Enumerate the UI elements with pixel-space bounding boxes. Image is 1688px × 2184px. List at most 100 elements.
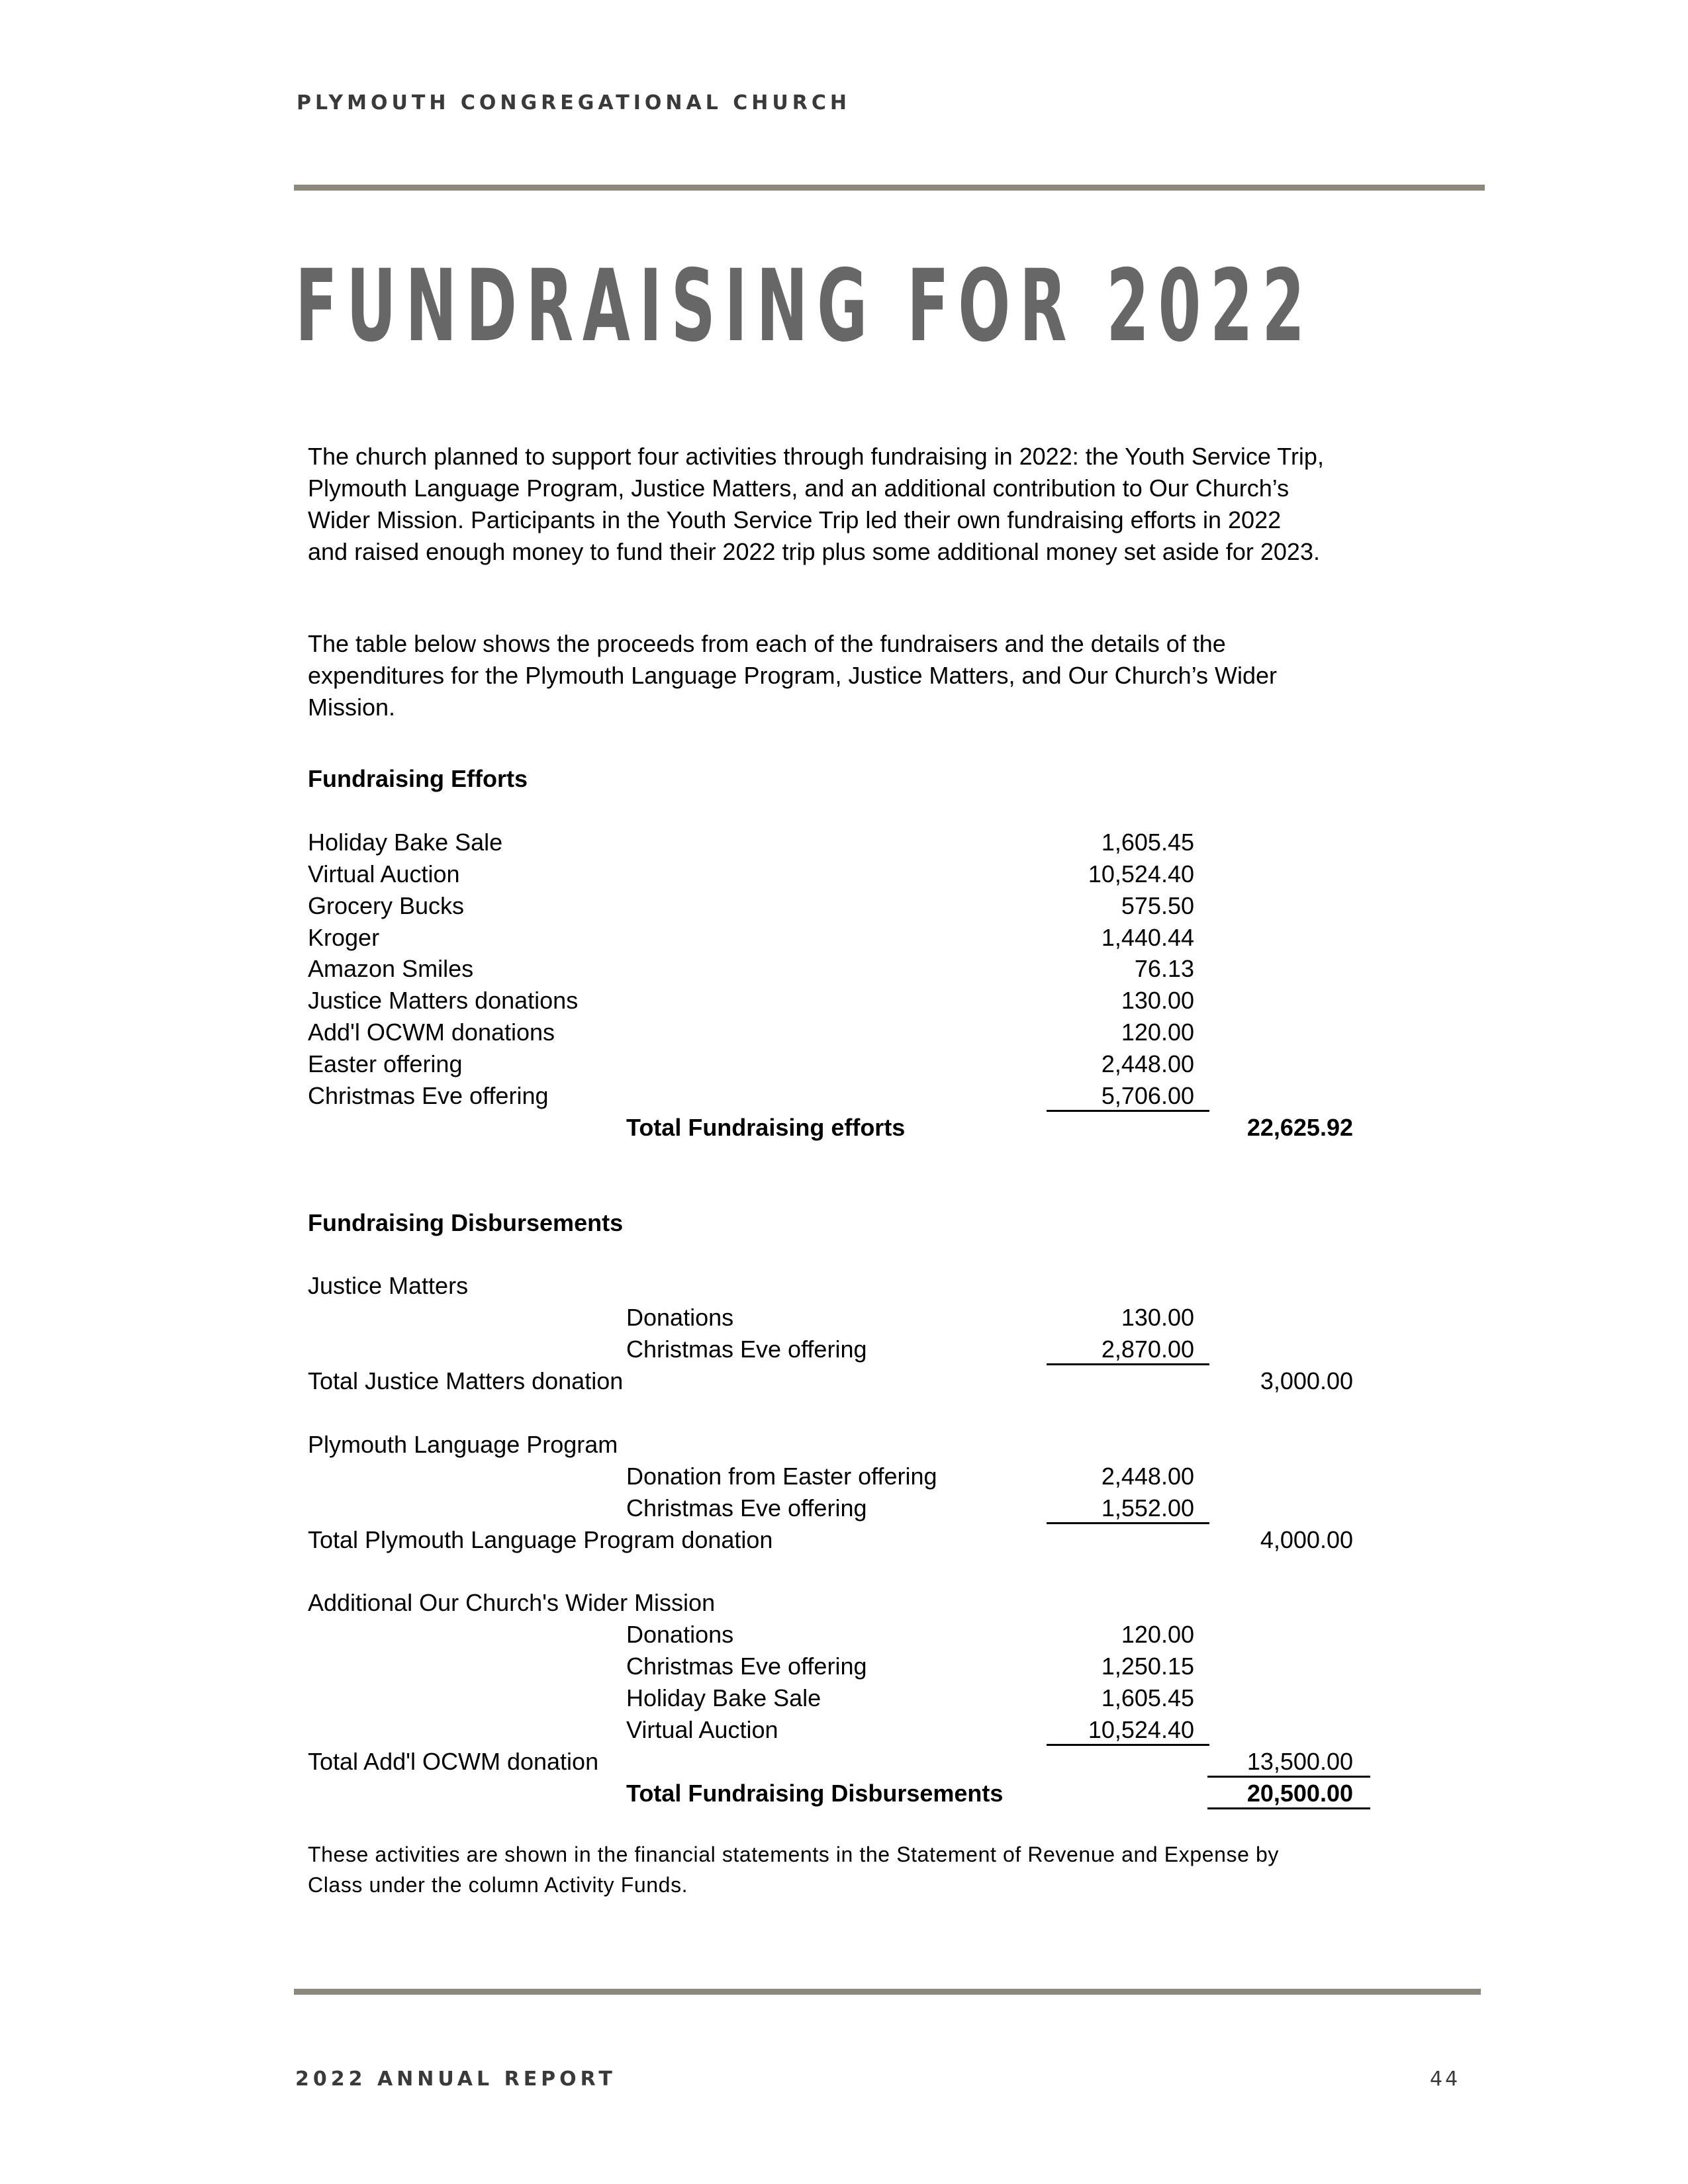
subtotal-rule (1047, 1110, 1209, 1112)
row-amount: 5,706.00 (1101, 1082, 1194, 1109)
table-row: Easter offering 2,448.00 (0, 1048, 1688, 1080)
row-label: Amazon Smiles (308, 955, 474, 983)
table-row: Total Plymouth Language Program donation… (0, 1524, 1688, 1556)
intro-paragraph: The church planned to support four activ… (308, 441, 1324, 568)
row-amount: 10,524.40 (1088, 860, 1194, 887)
table-row: Holiday Bake Sale 1,605.45 (0, 827, 1688, 858)
table-row: Total Add'l OCWM donation 13,500.00 (0, 1746, 1688, 1778)
table-row: Total Justice Matters donation 3,000.00 (0, 1365, 1688, 1397)
row-label: Donation from Easter offering (626, 1462, 937, 1490)
row-label: Plymouth Language Program (308, 1430, 618, 1458)
subtotal-rule (1047, 1522, 1209, 1524)
table-row: Christmas Eve offering 1,250.15 (0, 1651, 1688, 1682)
row-label: Holiday Bake Sale (626, 1684, 821, 1712)
row-amount: 1,440.44 (1101, 923, 1194, 951)
row-amount: 1,605.45 (1101, 1684, 1194, 1712)
organization-header: PLYMOUTH CONGREGATIONAL CHURCH (297, 91, 851, 114)
row-total: 13,500.00 (1246, 1747, 1353, 1775)
subtotal-rule (1047, 1363, 1209, 1366)
row-label: Total Fundraising Disbursements (626, 1779, 1004, 1807)
row-label: Christmas Eve offering (626, 1653, 867, 1680)
intro-line: The church planned to support four activ… (308, 443, 1324, 470)
table-row: Fundraising Efforts (0, 763, 1688, 795)
intro-line: Plymouth Language Program, Justice Matte… (308, 475, 1289, 502)
table-blank-row (0, 795, 1688, 827)
row-label: Justice Matters (308, 1272, 469, 1300)
row-label: Add'l OCWM donations (308, 1019, 555, 1046)
table-row: Christmas Eve offering 2,870.00 (0, 1334, 1688, 1366)
table-row: Justice Matters donations 130.00 (0, 985, 1688, 1017)
table-intro-paragraph: The table below shows the proceeds from … (308, 628, 1277, 723)
table-blank-row (0, 1397, 1688, 1429)
row-amount: 76.13 (1134, 955, 1194, 983)
row-label: Christmas Eve offering (626, 1494, 867, 1522)
row-label: Total Plymouth Language Program donation (308, 1525, 773, 1553)
subtotal-rule (1047, 1744, 1209, 1746)
row-label: Virtual Auction (626, 1716, 778, 1743)
table-row: Add'l OCWM donations 120.00 (0, 1017, 1688, 1048)
row-label: Total Justice Matters donation (308, 1367, 624, 1395)
table-intro-line: The table below shows the proceeds from … (308, 630, 1226, 657)
row-label: Fundraising Disbursements (308, 1208, 624, 1236)
table-row: Plymouth Language Program (0, 1429, 1688, 1461)
row-amount: 1,605.45 (1101, 828, 1194, 856)
row-amount: 1,250.15 (1101, 1653, 1194, 1680)
table-row: Additional Our Church's Wider Mission (0, 1587, 1688, 1619)
row-amount: 120.00 (1121, 1621, 1194, 1649)
row-amount: 1,552.00 (1101, 1494, 1194, 1522)
note-line: Class under the column Activity Funds. (308, 1873, 688, 1897)
table-row: Fundraising Disbursements (0, 1207, 1688, 1239)
row-total: 4,000.00 (1260, 1525, 1353, 1553)
row-total: 22,625.92 (1246, 1113, 1353, 1141)
row-label: Donations (626, 1304, 734, 1332)
row-amount: 2,870.00 (1101, 1336, 1194, 1363)
row-amount: 575.50 (1121, 891, 1194, 919)
table-row: Kroger 1,440.44 (0, 922, 1688, 954)
table-row: Holiday Bake Sale 1,605.45 (0, 1682, 1688, 1714)
row-label: Easter offering (308, 1050, 463, 1078)
row-amount: 2,448.00 (1101, 1050, 1194, 1078)
row-amount: 2,448.00 (1101, 1462, 1194, 1490)
table-intro-line: expenditures for the Plymouth Language P… (308, 662, 1278, 689)
row-amount: 10,524.40 (1088, 1716, 1194, 1743)
note-paragraph: These activities are shown in the financ… (308, 1839, 1279, 1900)
note-line: These activities are shown in the financ… (308, 1843, 1280, 1866)
table-blank-row (0, 1556, 1688, 1588)
row-label: Donations (626, 1621, 734, 1649)
header-rule (294, 185, 1485, 191)
row-label: Kroger (308, 923, 380, 951)
page-title: FUNDRAISING FOR 2022 (295, 249, 1314, 364)
row-amount: 120.00 (1121, 1019, 1194, 1046)
total-rule (1207, 1807, 1370, 1809)
table-intro-line: Mission. (308, 694, 396, 721)
table-row: Christmas Eve offering 5,706.00 (0, 1080, 1688, 1112)
table-row: Donations 130.00 (0, 1302, 1688, 1334)
table-row: Total Fundraising efforts 22,625.92 (0, 1112, 1688, 1144)
table-row: Amazon Smiles 76.13 (0, 953, 1688, 985)
row-label: Christmas Eve offering (626, 1336, 867, 1363)
row-total: 3,000.00 (1260, 1367, 1353, 1395)
table-row: Justice Matters (0, 1270, 1688, 1302)
table-row: Total Fundraising Disbursements 20,500.00 (0, 1778, 1688, 1809)
table-row: Donations 120.00 (0, 1619, 1688, 1651)
table-row: Virtual Auction 10,524.40 (0, 1714, 1688, 1746)
row-label: Virtual Auction (308, 860, 460, 887)
total-rule (1207, 1775, 1370, 1778)
table-row: Virtual Auction 10,524.40 (0, 858, 1688, 890)
table-blank-row (0, 1239, 1688, 1271)
table-blank-row (0, 1175, 1688, 1207)
table-row: Grocery Bucks 575.50 (0, 890, 1688, 922)
row-label: Holiday Bake Sale (308, 828, 503, 856)
row-label: Christmas Eve offering (308, 1082, 549, 1109)
table-blank-row (0, 1144, 1688, 1175)
row-label: Justice Matters donations (308, 987, 579, 1015)
table-row: Christmas Eve offering 1,552.00 (0, 1492, 1688, 1524)
row-label: Fundraising Efforts (308, 765, 528, 792)
intro-line: Wider Mission. Participants in the Youth… (308, 506, 1282, 533)
row-label: Total Fundraising efforts (626, 1113, 906, 1141)
footer-report-title: 2022 ANNUAL REPORT (295, 2068, 616, 2091)
row-label: Total Add'l OCWM donation (308, 1747, 599, 1775)
row-amount: 130.00 (1121, 1304, 1194, 1332)
row-label: Grocery Bucks (308, 891, 465, 919)
row-amount: 130.00 (1121, 987, 1194, 1015)
